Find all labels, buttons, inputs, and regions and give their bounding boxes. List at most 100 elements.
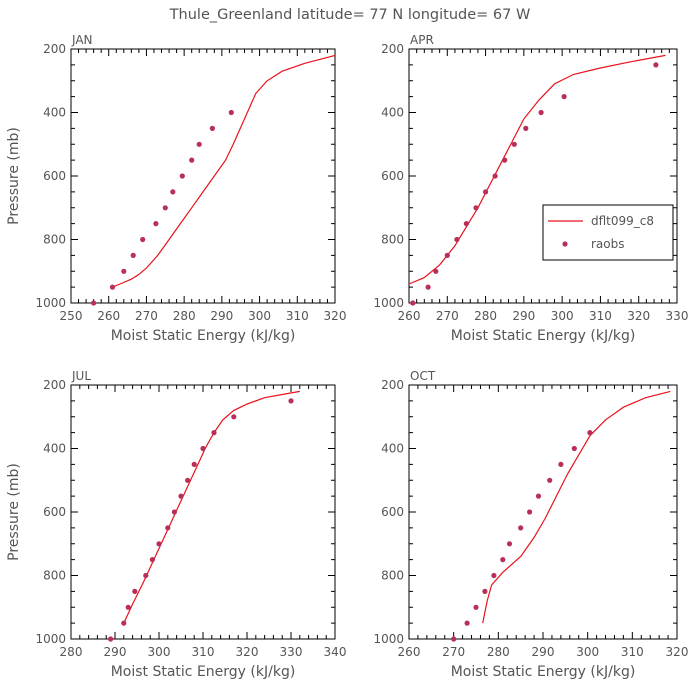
x-tick-label: 280 bbox=[173, 309, 196, 323]
panels: JAN 250 260 270 280 290 300 310 320 200 400 600 800 1… bbox=[6, 33, 688, 680]
obs-point bbox=[165, 525, 171, 531]
panel-title: OCT bbox=[410, 369, 436, 383]
obs-point bbox=[433, 268, 439, 274]
x-tick-label: 320 bbox=[627, 309, 650, 323]
y-tick-label: 400 bbox=[43, 106, 66, 120]
obs-point bbox=[425, 284, 431, 290]
obs-point bbox=[153, 221, 159, 227]
obs-point bbox=[108, 636, 114, 642]
x-tick-label: 270 bbox=[436, 309, 459, 323]
obs-point bbox=[538, 109, 544, 116]
obs-point bbox=[125, 604, 131, 610]
panel-title: JAN bbox=[71, 33, 93, 47]
obs-point bbox=[209, 125, 215, 131]
obs-point bbox=[454, 236, 460, 243]
x-axis-label: Moist Static Energy (kJ/kg) bbox=[111, 328, 296, 344]
obs-point bbox=[189, 157, 195, 163]
figure-title: Thule_Greenland latitude= 77 N longitude… bbox=[169, 7, 531, 23]
x-tick-label: 270 bbox=[135, 309, 158, 323]
model-series-line bbox=[123, 390, 300, 624]
obs-point bbox=[191, 461, 197, 467]
obs-point bbox=[171, 509, 177, 515]
panel-apr: APR 260 270 280 290 300 310 320 330 200 400 600 800 1… bbox=[373, 33, 688, 344]
y-axis-label: Pressure (mb) bbox=[6, 463, 22, 561]
obs-point bbox=[502, 157, 508, 163]
x-tick-label: 260 bbox=[97, 309, 120, 323]
obs-point bbox=[179, 173, 185, 179]
obs-point bbox=[200, 445, 206, 452]
panel-title: JUL bbox=[71, 369, 91, 383]
model-series-line bbox=[112, 54, 336, 288]
x-tick-label: 280 bbox=[474, 309, 497, 323]
y-tick-label: 600 bbox=[43, 505, 66, 519]
y-tick-label: 600 bbox=[381, 505, 404, 519]
obs-point bbox=[444, 252, 450, 258]
obs-point bbox=[451, 636, 457, 642]
x-tick-label: 310 bbox=[192, 645, 215, 659]
obs-point bbox=[109, 284, 116, 290]
obs-point bbox=[143, 572, 149, 579]
obs-point bbox=[132, 588, 138, 595]
x-tick-label: 320 bbox=[666, 645, 689, 659]
y-tick-label: 600 bbox=[381, 169, 404, 183]
model-series-line bbox=[482, 390, 671, 624]
obs-point bbox=[91, 300, 97, 306]
x-tick-label: 300 bbox=[551, 309, 574, 323]
obs-point bbox=[571, 445, 577, 452]
y-tick-label: 800 bbox=[43, 233, 66, 247]
y-tick-label: 1000 bbox=[35, 632, 66, 646]
x-tick-label: 320 bbox=[236, 645, 259, 659]
obs-point bbox=[121, 268, 127, 274]
y-tick-label: 400 bbox=[381, 106, 404, 120]
obs-point bbox=[506, 541, 513, 547]
panel-title: APR bbox=[410, 33, 434, 47]
obs-point bbox=[535, 493, 542, 499]
y-tick-label: 200 bbox=[43, 42, 66, 56]
panel-jan: JAN 250 260 270 280 290 300 310 320 200 400 600 800 1… bbox=[6, 33, 346, 344]
x-tick-label: 310 bbox=[589, 309, 612, 323]
x-tick-label: 300 bbox=[148, 645, 171, 659]
obs-point bbox=[491, 572, 497, 579]
x-tick-label: 340 bbox=[324, 645, 347, 659]
plot-frame bbox=[408, 384, 678, 640]
x-tick-label: 250 bbox=[60, 309, 83, 323]
y-tick-label: 200 bbox=[43, 378, 66, 392]
x-tick-label: 280 bbox=[60, 645, 83, 659]
y-tick-label: 400 bbox=[43, 442, 66, 456]
y-tick-label: 1000 bbox=[35, 296, 66, 310]
panel-jul: JUL 280 290 300 310 320 330 340 200 400 600 800 1000… bbox=[6, 369, 346, 680]
x-tick-label: 330 bbox=[280, 645, 303, 659]
obs-point bbox=[162, 205, 168, 211]
x-axis-label: Moist Static Energy (kJ/kg) bbox=[111, 664, 296, 680]
obs-point bbox=[231, 414, 237, 420]
obs-point bbox=[483, 189, 489, 195]
obs-point bbox=[149, 557, 155, 563]
y-tick-label: 800 bbox=[43, 569, 66, 583]
y-tick-label: 200 bbox=[381, 378, 404, 392]
obs-point bbox=[185, 477, 191, 483]
obs-point bbox=[211, 430, 217, 436]
obs-point bbox=[518, 525, 524, 531]
x-tick-label: 320 bbox=[324, 309, 347, 323]
obs-point bbox=[228, 109, 234, 116]
x-axis-label: Moist Static Energy (kJ/kg) bbox=[451, 664, 636, 680]
obs-point bbox=[523, 125, 529, 131]
obs-point bbox=[130, 252, 136, 258]
obs-point bbox=[178, 493, 184, 499]
legend-box bbox=[542, 204, 674, 261]
x-tick-label: 300 bbox=[248, 309, 271, 323]
obs-point bbox=[288, 398, 294, 404]
obs-point bbox=[587, 430, 593, 436]
legend-model-label: dflt099_c8 bbox=[591, 214, 654, 228]
obs-point bbox=[140, 236, 146, 243]
obs-point bbox=[561, 94, 567, 100]
obs-point bbox=[464, 620, 470, 626]
x-tick-label: 260 bbox=[398, 309, 421, 323]
y-tick-label: 1000 bbox=[373, 296, 404, 310]
y-tick-label: 200 bbox=[381, 42, 404, 56]
x-tick-label: 290 bbox=[210, 309, 233, 323]
x-tick-label: 300 bbox=[576, 645, 599, 659]
legend-obs-label: raobs bbox=[591, 237, 625, 251]
